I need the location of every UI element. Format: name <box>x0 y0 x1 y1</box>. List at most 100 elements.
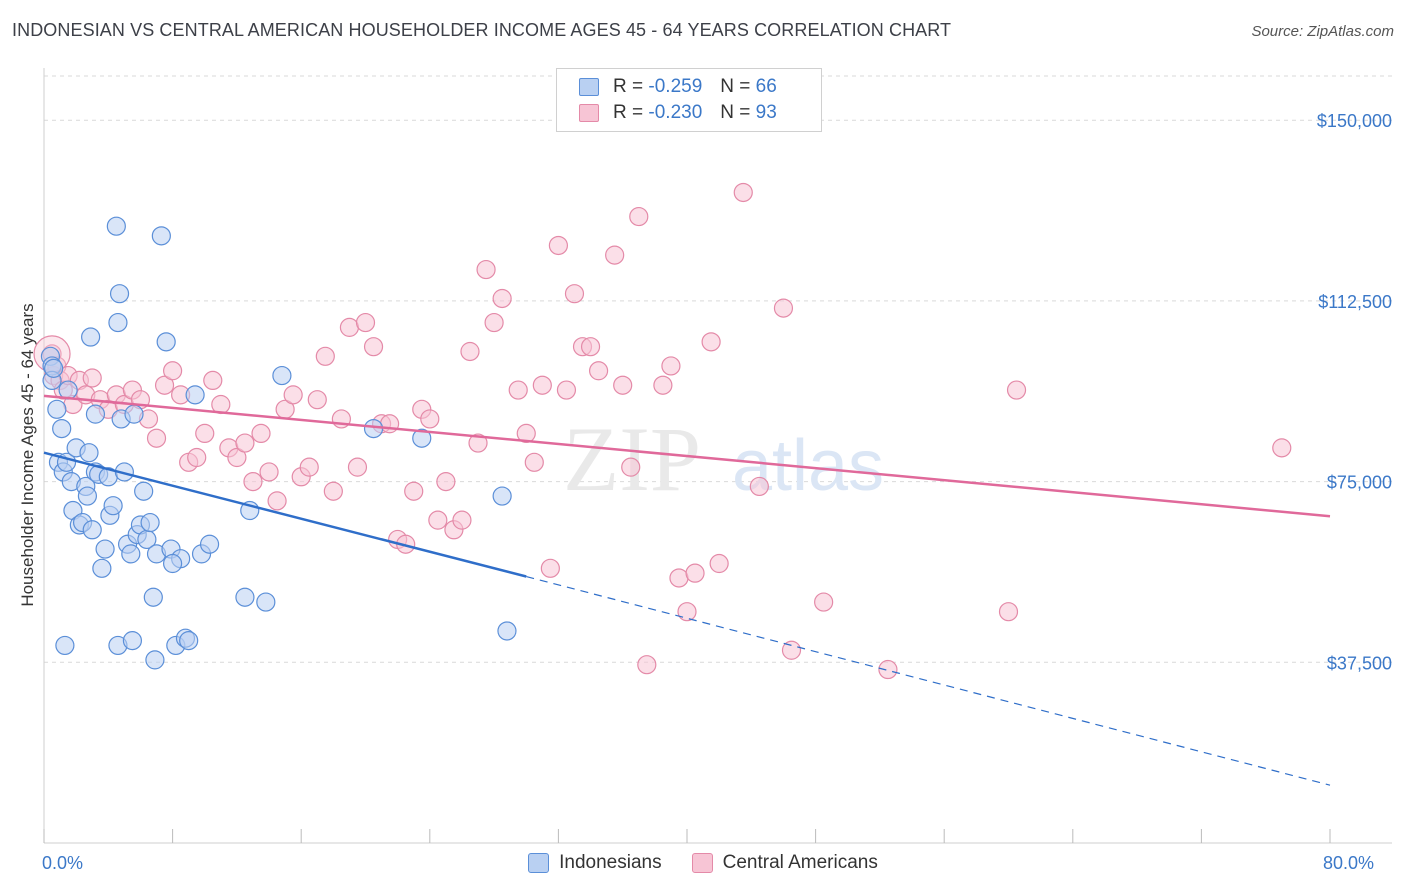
point-central-american <box>307 390 327 410</box>
legend-swatch-blue <box>579 78 599 96</box>
trend-line-central-americans <box>43 394 1331 518</box>
point-indonesian <box>256 592 276 612</box>
point-central-american <box>685 563 705 583</box>
point-central-american <box>580 337 601 357</box>
trend-line-indonesians-extension <box>526 575 1331 786</box>
legend-r-label: R = <box>613 76 644 97</box>
y-axis-title: Householder Income Ages 45 - 64 years <box>18 303 37 607</box>
legend-item-indonesians: Indonesians <box>528 852 662 874</box>
point-indonesian <box>103 496 123 516</box>
point-indonesian <box>143 587 163 607</box>
point-central-american <box>484 312 504 333</box>
point-central-american <box>564 284 585 304</box>
point-indonesian <box>163 553 183 574</box>
legend-row-central-americans: R = -0.230 N = 93 <box>579 102 777 124</box>
point-central-american <box>878 659 898 680</box>
point-central-american <box>701 332 721 352</box>
point-central-american <box>814 592 834 612</box>
point-indonesian <box>79 443 99 463</box>
legend-swatch-blue <box>528 853 550 873</box>
point-central-american <box>235 433 255 453</box>
legend-label-indonesians: Indonesians <box>559 852 662 873</box>
point-central-american <box>998 602 1019 622</box>
point-central-american <box>556 380 577 400</box>
y-tick-label: $37,500 <box>1327 653 1392 673</box>
legend-r-value: -0.259 <box>648 76 703 97</box>
point-central-american <box>251 423 271 444</box>
legend-n-value: 66 <box>755 76 777 97</box>
legend-label-central-americans: Central Americans <box>722 852 878 873</box>
point-indonesian <box>109 284 130 304</box>
point-central-american <box>605 245 625 265</box>
point-indonesian <box>85 404 106 424</box>
chart-title: INDONESIAN VS CENTRAL AMERICAN HOUSEHOLD… <box>12 20 952 40</box>
point-indonesian <box>77 486 98 506</box>
point-central-american <box>508 380 528 400</box>
point-central-american <box>524 452 544 472</box>
point-indonesian <box>81 327 101 347</box>
legend-item-central-americans: Central Americans <box>691 852 878 874</box>
y-tick-label: $75,000 <box>1327 473 1392 493</box>
y-tick-label: $112,500 <box>1318 292 1392 312</box>
point-central-american <box>516 423 536 444</box>
point-central-american <box>187 447 207 468</box>
point-indonesian <box>156 332 176 352</box>
y-tick-label: $150,000 <box>1317 111 1392 131</box>
point-central-american <box>476 259 496 280</box>
point-central-american <box>452 510 472 530</box>
point-central-american <box>299 457 319 477</box>
legend-swatch-pink <box>579 104 599 122</box>
point-indonesian <box>82 520 102 540</box>
point-central-american <box>315 346 335 366</box>
point-central-american <box>749 476 769 497</box>
point-central-american <box>492 288 512 309</box>
point-central-american <box>339 317 360 337</box>
point-indonesian <box>272 365 292 386</box>
point-central-american <box>460 341 480 362</box>
legend-swatch-pink <box>691 853 713 873</box>
point-indonesian <box>44 358 64 378</box>
point-indonesian <box>492 486 512 506</box>
legend-r-label: R = <box>613 102 644 123</box>
point-central-american <box>436 471 456 492</box>
legend-n-label: N = <box>720 76 751 97</box>
point-central-american <box>621 457 641 477</box>
point-indonesian <box>55 635 75 656</box>
point-indonesian <box>145 650 165 670</box>
point-central-american <box>259 462 279 482</box>
point-central-american <box>227 447 247 468</box>
point-central-american <box>468 433 488 453</box>
point-central-american <box>82 368 102 388</box>
point-central-american <box>733 182 753 203</box>
point-indonesian <box>140 512 160 533</box>
point-central-american <box>323 481 343 501</box>
legend-n-label: N = <box>720 102 751 123</box>
point-indonesian <box>185 385 205 405</box>
point-central-american <box>588 361 609 381</box>
point-central-american <box>355 312 376 333</box>
point-indonesian <box>134 481 154 501</box>
point-indonesian <box>412 428 432 448</box>
x-tick-max: 80.0% <box>1323 853 1375 873</box>
point-indonesian <box>47 399 67 419</box>
correlation-legend: R = -0.259 N = 66 R = -0.230 N = 93 <box>556 68 822 132</box>
point-indonesian <box>151 226 171 246</box>
point-central-american <box>380 414 400 434</box>
axes <box>43 68 1392 844</box>
point-indonesian <box>497 621 517 641</box>
point-central-american <box>1272 438 1292 458</box>
point-central-american <box>283 385 303 405</box>
point-central-american <box>613 375 633 395</box>
point-indonesian <box>179 631 199 651</box>
point-indonesian <box>121 544 141 564</box>
point-central-american <box>420 409 440 429</box>
series-indonesians <box>40 216 517 670</box>
series-legend: Indonesians Central Americans <box>0 852 1406 874</box>
legend-row-indonesians: R = -0.259 N = 66 <box>579 76 777 98</box>
point-indonesian <box>92 558 112 578</box>
point-indonesian <box>52 418 72 439</box>
point-central-american <box>781 640 802 660</box>
point-central-american <box>146 428 167 448</box>
point-central-american <box>267 491 287 511</box>
